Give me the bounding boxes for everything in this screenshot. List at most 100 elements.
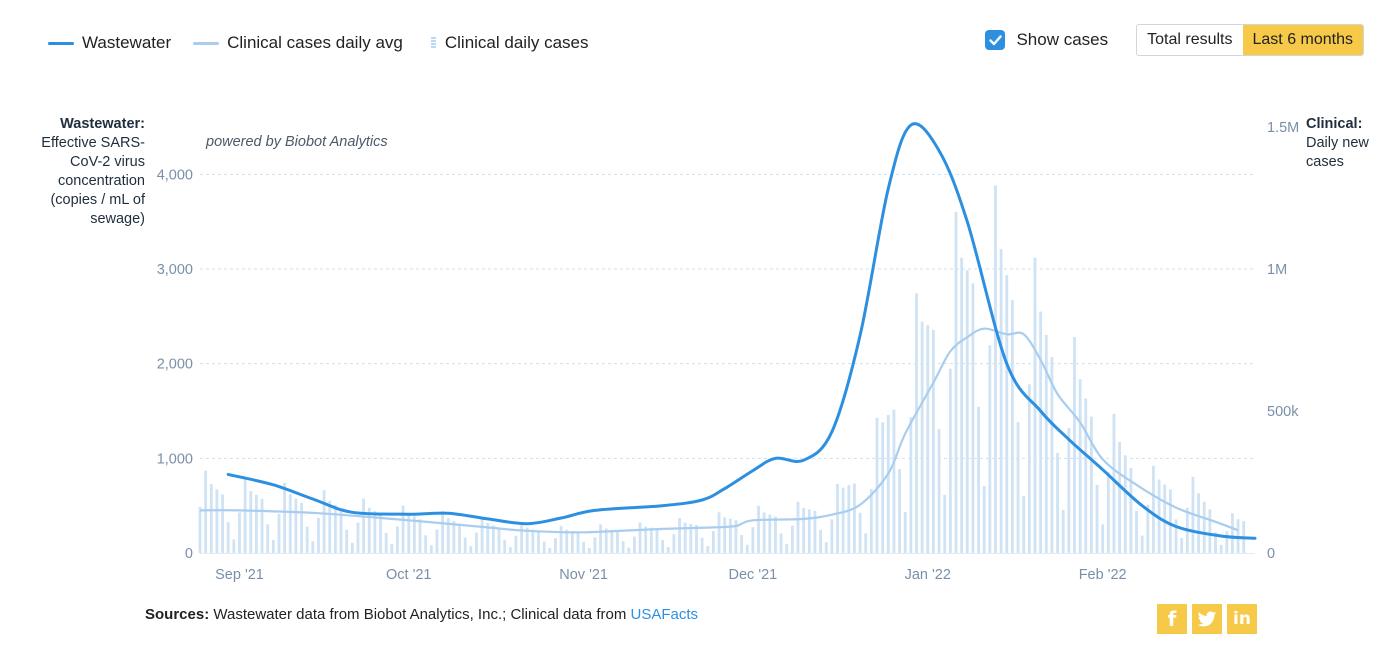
clinical-daily-bar xyxy=(926,325,930,553)
clinical-daily-bar xyxy=(238,512,241,553)
clinical-daily-bar xyxy=(1106,471,1110,553)
clinical-daily-bar xyxy=(1056,453,1059,553)
facebook-letter: f xyxy=(1167,607,1177,631)
clinical-daily-bar xyxy=(875,417,879,553)
clinical-daily-bar xyxy=(390,544,394,553)
clinical-daily-bar xyxy=(520,522,523,553)
clinical-daily-bar xyxy=(988,345,992,553)
clinical-daily-bar xyxy=(1129,467,1133,553)
clinical-daily-bar xyxy=(339,508,343,553)
clinical-daily-bar xyxy=(1016,422,1020,553)
clinical-daily-bar xyxy=(599,524,602,553)
clinical-daily-bar xyxy=(576,532,580,553)
clinical-daily-bar xyxy=(943,494,947,553)
clinical-daily-bar xyxy=(819,529,822,553)
clinical-daily-bar xyxy=(271,540,275,553)
clinical-daily-bar xyxy=(700,537,704,553)
axis-ticks: 0 1,000 2,000 3,000 4,000 0 500k 1M 1.5M Sep '21 O… xyxy=(157,120,1300,583)
clinical-daily-bar xyxy=(836,484,839,553)
clinical-daily-bar xyxy=(255,494,258,553)
clinical-daily-bar xyxy=(1050,357,1054,553)
clinical-daily-swatch xyxy=(430,37,436,49)
left-tick-label: 0 xyxy=(185,546,193,562)
clinical-daily-bar xyxy=(446,518,450,553)
clinical-daily-bar xyxy=(1197,493,1200,553)
sources-label: Sources: xyxy=(145,606,210,623)
clinical-daily-bar xyxy=(678,518,681,553)
clinical-daily-bar xyxy=(288,494,292,553)
twitter-icon[interactable] xyxy=(1192,604,1222,634)
clinical-daily-bar xyxy=(1061,510,1065,553)
left-axis-title-bold: Wastewater: xyxy=(60,116,145,132)
clinical-daily-bar xyxy=(1044,334,1048,553)
sources-footer: Sources: Wastewater data from Biobot Ana… xyxy=(145,606,698,623)
facebook-icon[interactable]: f xyxy=(1157,604,1187,634)
clinical-daily-bar xyxy=(305,526,309,553)
clinical-daily-bar xyxy=(542,541,546,553)
clinical-daily-bar xyxy=(610,529,614,553)
clinical-daily-bar xyxy=(531,529,535,553)
clinical-daily-bar xyxy=(1112,413,1116,553)
clinical-daily-bar xyxy=(1174,519,1178,553)
clinical-daily-bar xyxy=(689,523,693,553)
clinical-daily-bar xyxy=(401,505,405,553)
clinical-daily-bars xyxy=(198,185,1246,554)
clinical-daily-bar xyxy=(412,516,416,553)
chart-legend: Wastewater Clinical cases daily avg Clin… xyxy=(48,33,611,53)
clinical-daily-bar xyxy=(463,537,467,553)
clinical-daily-bar xyxy=(604,528,608,553)
clinical-daily-bar xyxy=(508,547,512,553)
clinical-daily-bar xyxy=(734,520,738,553)
clinical-daily-bar xyxy=(1118,441,1122,553)
clinical-daily-bar xyxy=(954,211,958,553)
clinical-daily-bar xyxy=(830,519,834,553)
clinical-daily-bar xyxy=(745,544,749,553)
clinical-daily-bar xyxy=(469,546,473,553)
left-axis-title: Wastewater: Effective SARS-CoV-2 virus c… xyxy=(30,115,145,229)
x-tick-label: Feb '22 xyxy=(1079,567,1127,583)
total-results-button[interactable]: Total results xyxy=(1137,25,1243,55)
clinical-daily-bar xyxy=(452,520,456,553)
clinical-daily-bar xyxy=(864,533,868,553)
clinical-daily-bar xyxy=(587,547,591,553)
clinical-daily-bar xyxy=(971,283,975,553)
covid-wastewater-chart: 0 1,000 2,000 3,000 4,000 0 500k 1M 1.5M Sep '21 O… xyxy=(157,120,1300,583)
linkedin-letters: in xyxy=(1233,609,1251,629)
show-cases-checkbox[interactable] xyxy=(985,30,1006,50)
clinical-daily-bar xyxy=(548,548,552,553)
clinical-daily-bar xyxy=(898,469,901,553)
x-tick-label: Jan '22 xyxy=(905,567,951,583)
clinical-daily-bar xyxy=(869,488,873,553)
clinical-daily-bar xyxy=(994,185,997,553)
clinical-daily-bar xyxy=(751,527,755,553)
clinical-daily-bar xyxy=(740,535,744,553)
clinical-daily-bar xyxy=(960,257,964,553)
clinical-daily-bar xyxy=(886,415,890,553)
clinical-daily-bar xyxy=(672,534,676,553)
clinical-daily-bar xyxy=(1152,465,1155,553)
clinical-daily-bar xyxy=(1022,495,1026,553)
right-tick-label: 1.5M xyxy=(1267,120,1299,136)
clinical-daily-bar xyxy=(999,249,1003,554)
linkedin-icon[interactable]: in xyxy=(1227,604,1257,634)
clinical-daily-bar xyxy=(649,527,653,553)
show-cases-toggle[interactable]: Show cases xyxy=(985,30,1108,50)
clinical-daily-bar xyxy=(283,483,287,553)
clinical-daily-bar xyxy=(1208,509,1212,553)
clinical-daily-bar xyxy=(582,541,586,553)
usafacts-link[interactable]: USAFacts xyxy=(630,606,699,623)
clinical-daily-bar xyxy=(424,535,428,553)
last-6-months-button[interactable]: Last 6 months xyxy=(1242,25,1363,55)
legend-item-clinical-avg[interactable]: Clinical cases daily avg xyxy=(193,33,403,53)
clinical-daily-bar xyxy=(328,500,332,553)
clinical-daily-bar xyxy=(429,545,433,553)
clinical-daily-bar xyxy=(232,539,236,553)
legend-item-clinical-daily[interactable]: Clinical daily cases xyxy=(425,33,589,53)
twitter-bird-glyph xyxy=(1197,611,1217,626)
clinical-daily-bar xyxy=(977,406,980,553)
clinical-daily-bar xyxy=(1078,379,1082,553)
legend-item-wastewater[interactable]: Wastewater xyxy=(48,33,171,53)
clinical-daily-bar xyxy=(525,527,529,553)
clinical-daily-bar xyxy=(661,539,665,553)
clinical-avg-swatch xyxy=(193,41,220,45)
